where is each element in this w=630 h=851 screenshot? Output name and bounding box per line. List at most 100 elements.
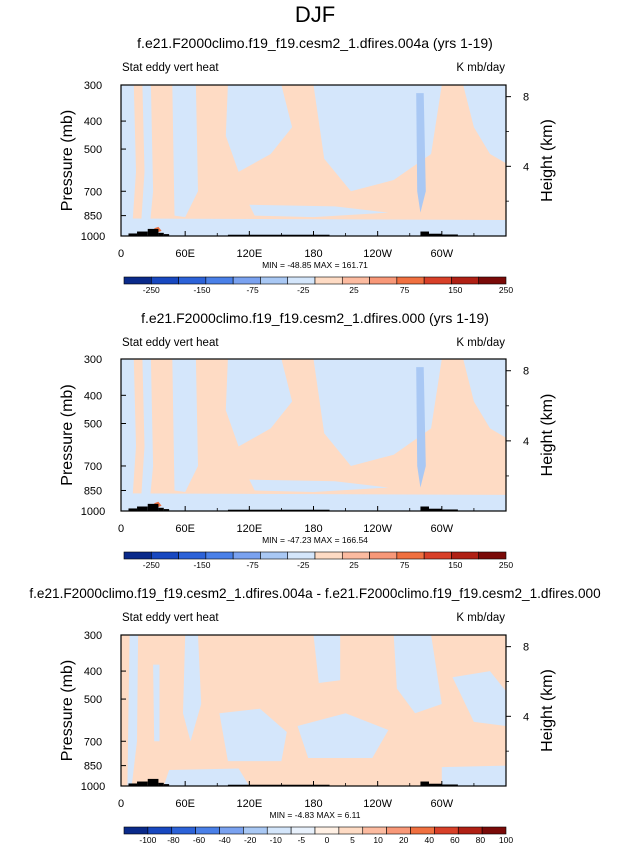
panel-3: f.e21.F2000climo.f19_f19.cesm2_1.dfires.… xyxy=(29,586,601,845)
field xyxy=(121,359,506,511)
colorbar-swatch xyxy=(266,826,292,835)
topography-block xyxy=(147,503,159,511)
field-region xyxy=(313,85,442,192)
topography-block xyxy=(441,234,458,236)
x-tick-label: 60E xyxy=(175,523,195,535)
x-tick-label: 60W xyxy=(431,523,454,535)
x-tick-label: 180 xyxy=(304,523,322,535)
colorbar-label: 250 xyxy=(499,560,513,570)
colorbar-label: -25 xyxy=(297,560,310,570)
colorbar-label: 5 xyxy=(350,835,355,845)
colorbar-swatch xyxy=(123,826,149,835)
colorbar-label: 150 xyxy=(448,560,462,570)
x-tick-label: 120W xyxy=(363,523,392,535)
x-tick-label: 60E xyxy=(175,798,195,810)
colorbar-swatch xyxy=(314,826,340,835)
colorbar-swatch xyxy=(396,276,425,285)
colorbar-swatch xyxy=(219,826,244,835)
topography-block xyxy=(137,231,148,236)
y-tick-label: 1000 xyxy=(81,231,105,243)
colorbar-swatch xyxy=(150,276,179,285)
colorbar-swatch xyxy=(362,826,387,835)
colorbar-label: 25 xyxy=(349,560,359,570)
topography-block xyxy=(227,509,330,511)
field-region xyxy=(172,359,198,492)
field-region xyxy=(225,359,293,447)
colorbar-label: -10 xyxy=(270,835,283,845)
colorbar-label: -250 xyxy=(143,560,160,570)
colorbar-label: 40 xyxy=(425,835,435,845)
panel-title: f.e21.F2000climo.f19_f19.cesm2_1.dfires.… xyxy=(29,586,601,601)
colorbar-swatch xyxy=(290,826,316,835)
y-tick-label: 850 xyxy=(84,211,102,223)
field-region xyxy=(127,635,139,786)
topography-block xyxy=(420,506,429,511)
y-axis-title: Pressure (mb) xyxy=(59,660,76,761)
field-region xyxy=(121,493,506,511)
topography-block xyxy=(441,509,458,511)
x-tick-label: 120W xyxy=(363,248,392,260)
x-tick-label: 0 xyxy=(118,248,124,260)
field-region xyxy=(163,768,250,786)
y-tick-label: 300 xyxy=(84,80,102,92)
colorbar-swatch xyxy=(386,826,411,835)
colorbar-label: 150 xyxy=(448,285,462,295)
colorbar-label: -20 xyxy=(244,835,257,845)
topography-block xyxy=(128,783,138,786)
colorbar-label: -5 xyxy=(298,835,306,845)
y-axis-title-right: Height (km) xyxy=(539,394,556,477)
y-tick-label: 400 xyxy=(84,666,102,678)
colorbar-label: 80 xyxy=(476,835,486,845)
colorbar-swatch xyxy=(423,551,452,560)
field-region xyxy=(249,479,389,492)
topography-block xyxy=(429,233,442,236)
topography-block xyxy=(158,782,164,786)
field-region xyxy=(249,204,389,218)
y-axis-title-right: Height (km) xyxy=(539,119,556,202)
colorbar-swatch xyxy=(423,276,452,285)
min-max-stats: MIN = -48.85 MAX = 161.71 xyxy=(262,260,368,270)
y-tick-label: 400 xyxy=(84,116,102,128)
x-tick-label: 60W xyxy=(431,798,454,810)
x-tick-label: 0 xyxy=(118,798,124,810)
field-region xyxy=(463,359,506,438)
field-region xyxy=(441,765,506,786)
colorbar-label: 75 xyxy=(400,285,410,295)
min-max-stats: MIN = -4.83 MAX = 6.11 xyxy=(269,810,360,820)
colorbar-swatch xyxy=(369,276,398,285)
colorbar-swatch xyxy=(123,276,152,285)
colorbar-label: 250 xyxy=(499,285,513,295)
colorbar-swatch xyxy=(434,826,459,835)
field-region xyxy=(121,85,136,236)
colorbar-swatch xyxy=(478,551,507,560)
topography-block xyxy=(163,509,170,511)
left-label: Stat eddy vert heat xyxy=(122,62,219,74)
topography-block xyxy=(163,234,170,236)
topography-block xyxy=(227,784,330,786)
field-background xyxy=(121,635,506,786)
left-label: Stat eddy vert heat xyxy=(122,612,219,624)
field-region xyxy=(313,635,341,683)
colorbar-label: -25 xyxy=(297,285,310,295)
y-tick-label: 850 xyxy=(84,485,102,497)
colorbar: -250 -150 -75 -25 25 75 150 250 xyxy=(123,551,513,570)
x-tick-label: 120E xyxy=(236,523,262,535)
topography-block xyxy=(420,781,429,786)
colorbar-label: 75 xyxy=(400,560,410,570)
height-tick-label: 4 xyxy=(523,161,529,173)
colorbar-swatch xyxy=(341,551,370,560)
topography-block xyxy=(429,508,442,511)
y-tick-label: 850 xyxy=(84,761,102,773)
topography-block xyxy=(137,506,148,511)
colorbar-label: -60 xyxy=(193,835,206,845)
y-tick-label: 700 xyxy=(84,461,102,473)
field-region xyxy=(297,713,389,758)
topography-block xyxy=(147,778,159,786)
colorbar-swatch xyxy=(341,276,370,285)
min-max-stats: MIN = -47.23 MAX = 166.54 xyxy=(262,535,368,545)
y-tick-label: 1000 xyxy=(81,506,105,518)
topography-block xyxy=(441,784,458,786)
colorbar-label: -150 xyxy=(193,560,210,570)
y-tick-label: 500 xyxy=(84,418,102,430)
field-region xyxy=(121,359,136,511)
